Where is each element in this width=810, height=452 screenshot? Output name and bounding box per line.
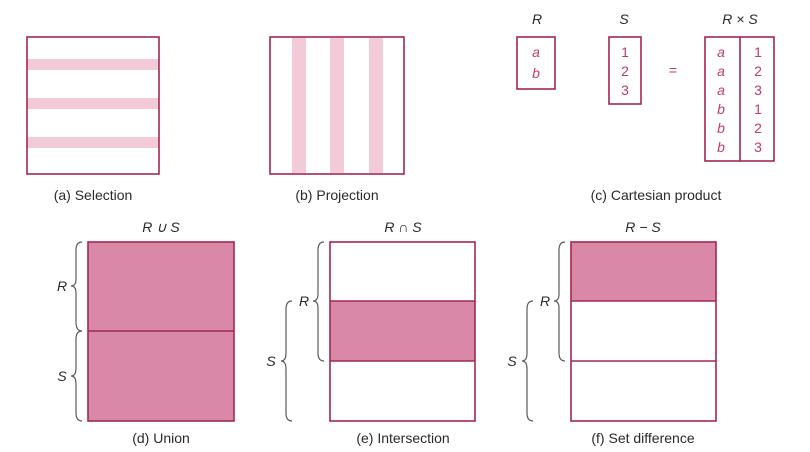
rxs-right-value: 1 (754, 101, 762, 117)
s-value: 1 (621, 44, 629, 60)
intersection-caption: (e) Intersection (356, 430, 449, 446)
projection-table (269, 36, 405, 175)
rxs-left-value: b (717, 120, 725, 136)
rxs-left-value: a (717, 44, 725, 60)
union-panel: R ∪ S R S (d) Union (57, 219, 235, 446)
r-label: R (299, 293, 309, 309)
difference-caption: (f) Set difference (591, 430, 694, 446)
projected-column-band-2 (330, 38, 344, 173)
cartesian-panel: R S R × S a b 1 2 3 = a a a b b b 1 2 3 … (516, 11, 775, 203)
r-brace (312, 241, 325, 362)
r-value: b (532, 65, 540, 81)
projection-panel: (b) Projection (269, 36, 405, 203)
selected-row-band-3 (27, 137, 159, 148)
s-header: S (619, 11, 629, 27)
difference-table (570, 241, 717, 422)
rxs-right-value: 1 (754, 44, 762, 60)
equals-sign: = (669, 62, 677, 78)
projected-column-band-3 (369, 38, 383, 173)
rxs-right-value: 2 (754, 120, 762, 136)
intersection-table (329, 241, 476, 422)
r-table (516, 36, 556, 90)
union-caption: (d) Union (132, 430, 190, 446)
s-value: 2 (621, 63, 629, 79)
r-value: a (532, 44, 540, 60)
intersection-panel: R ∩ S R S (e) Intersection (266, 219, 476, 446)
union-title: R ∪ S (142, 219, 180, 235)
s-label: S (57, 368, 67, 384)
s-label: S (266, 353, 276, 369)
rxs-left-value: b (717, 101, 725, 117)
s-value: 3 (621, 82, 629, 98)
s-brace (280, 300, 293, 422)
intersection-title: R ∩ S (384, 219, 422, 235)
r-label: R (57, 278, 67, 294)
selection-caption: (a) Selection (54, 187, 133, 203)
s-brace (70, 330, 83, 422)
s-table (608, 36, 642, 105)
rxs-right-value: 3 (754, 82, 762, 98)
rxs-left-value: a (717, 63, 725, 79)
difference-panel: R − S R S (f) Set difference (507, 219, 717, 446)
selection-table (26, 36, 160, 175)
projected-column-band-1 (292, 38, 306, 173)
cartesian-caption: (c) Cartesian product (591, 187, 722, 203)
rxs-left-value: b (717, 139, 725, 155)
projection-caption: (b) Projection (295, 187, 378, 203)
r-brace (553, 241, 566, 362)
r-brace (70, 241, 83, 332)
intersection-result-area (330, 301, 475, 361)
s-label: S (507, 353, 517, 369)
selected-row-band-2 (27, 98, 159, 109)
s-brace (521, 300, 534, 422)
difference-title: R − S (625, 219, 661, 235)
rxs-header: R × S (722, 11, 758, 27)
difference-result-area (571, 242, 716, 301)
rxs-right-value: 3 (754, 139, 762, 155)
r-label: R (540, 293, 550, 309)
rxs-right-value: 2 (754, 63, 762, 79)
rxs-left-value: a (717, 82, 725, 98)
selection-panel: (a) Selection (26, 36, 160, 203)
r-header: R (532, 11, 542, 27)
selected-row-band-1 (27, 59, 159, 70)
